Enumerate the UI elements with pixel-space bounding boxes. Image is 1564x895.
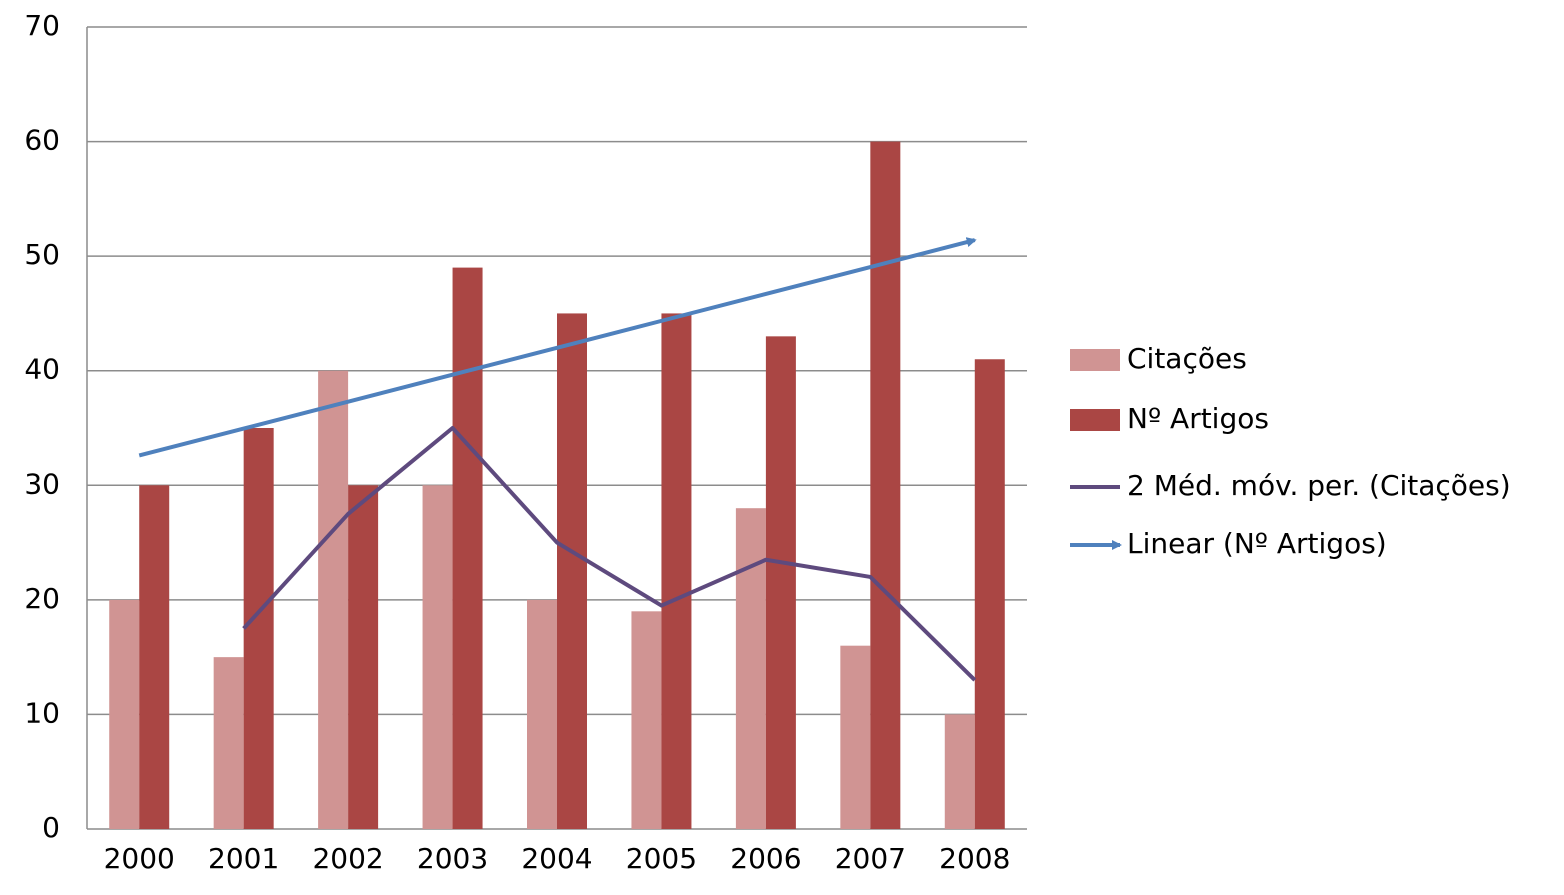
bar bbox=[527, 599, 557, 829]
legend-label: Citações bbox=[1127, 342, 1247, 375]
x-tick-label: 2001 bbox=[208, 842, 279, 875]
x-tick-label: 2006 bbox=[730, 842, 801, 875]
x-tick-label: 2003 bbox=[417, 842, 488, 875]
x-tick-label: 2005 bbox=[626, 842, 697, 875]
bar bbox=[840, 645, 871, 829]
legend-swatch bbox=[1070, 409, 1120, 431]
bar bbox=[974, 359, 1005, 829]
y-tick-label: 70 bbox=[24, 9, 60, 42]
bar bbox=[944, 714, 975, 829]
trend-line bbox=[138, 237, 977, 458]
y-tick-label: 10 bbox=[24, 696, 60, 729]
x-tick-label: 2002 bbox=[312, 842, 383, 875]
bar bbox=[557, 313, 587, 829]
legend-label: Linear (Nº Artigos) bbox=[1127, 527, 1387, 560]
bar bbox=[213, 657, 244, 829]
y-tick-label: 30 bbox=[24, 467, 60, 500]
bar bbox=[348, 485, 379, 829]
line bbox=[242, 426, 977, 682]
y-tick-label: 20 bbox=[24, 582, 60, 615]
legend-swatch bbox=[1070, 349, 1120, 371]
bar bbox=[765, 336, 796, 829]
bar bbox=[870, 141, 901, 830]
bar bbox=[109, 599, 140, 829]
bar bbox=[661, 313, 692, 829]
y-tick-label: 50 bbox=[24, 238, 60, 271]
x-tick-label: 2004 bbox=[521, 842, 592, 875]
bar bbox=[318, 370, 349, 829]
legend-label: Nº Artigos bbox=[1127, 402, 1269, 435]
bar bbox=[139, 485, 170, 829]
y-tick-label: 0 bbox=[42, 811, 60, 844]
legend-label: 2 Méd. móv. per. (Citações) bbox=[1127, 469, 1511, 502]
x-tick-label: 2008 bbox=[939, 842, 1010, 875]
bar bbox=[735, 508, 766, 829]
x-tick-label: 2007 bbox=[835, 842, 906, 875]
y-tick-label: 40 bbox=[24, 353, 60, 386]
bar bbox=[631, 611, 662, 829]
bar bbox=[243, 428, 274, 829]
bar bbox=[422, 485, 453, 829]
y-tick-label: 60 bbox=[24, 124, 60, 157]
bar bbox=[452, 267, 483, 830]
x-tick-label: 2000 bbox=[104, 842, 175, 875]
